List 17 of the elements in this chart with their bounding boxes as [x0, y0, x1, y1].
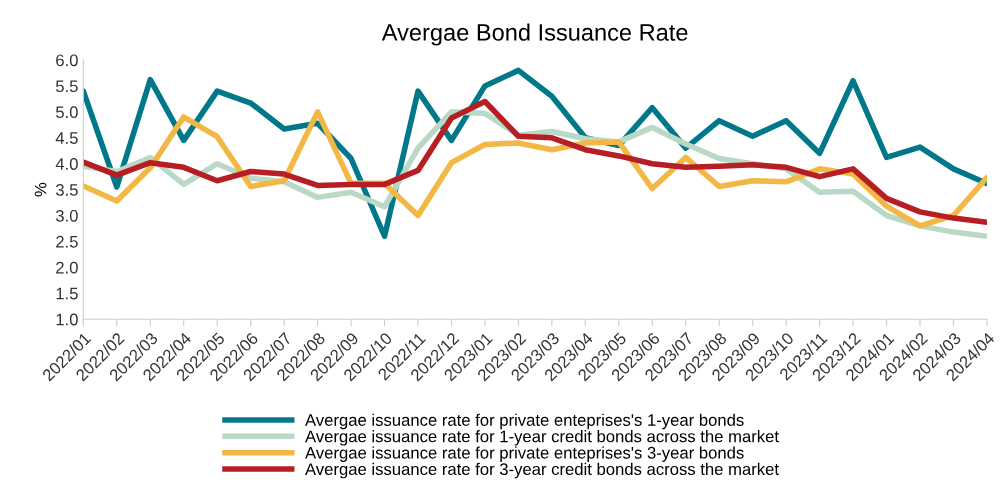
y-tick-label: 3.5 — [55, 184, 78, 196]
y-tick-label: 1.0 — [56, 313, 78, 326]
legend-label: Avergae issuance rate for 1-year credit bonds across the market — [305, 430, 779, 446]
y-tick-label: 6.0 — [56, 54, 78, 67]
legend-label: Avergae issuance rate for 3-year credit bonds across the market — [305, 462, 779, 479]
chart-title: Avergae Bond Issuance Rate — [381, 23, 688, 46]
y-tick-label: 5.5 — [55, 80, 78, 93]
y-tick-label: 2.0 — [56, 261, 78, 274]
legend-label: Avergae issuance rate for private enteprises's 1-year bonds — [305, 413, 744, 430]
y-tick-label: 3.0 — [55, 209, 78, 222]
y-tick-label: 5.0 — [55, 106, 78, 119]
y-axis-title: % — [34, 182, 47, 197]
y-tick-label: 1.5 — [56, 287, 78, 300]
y-tick-label: 2.5 — [56, 235, 78, 248]
y-tick-label: 4.0 — [55, 158, 78, 170]
y-tick-label: 4.5 — [55, 132, 78, 144]
legend-label: Avergae issuance rate for private enteprises's 3-year bonds — [305, 446, 744, 462]
